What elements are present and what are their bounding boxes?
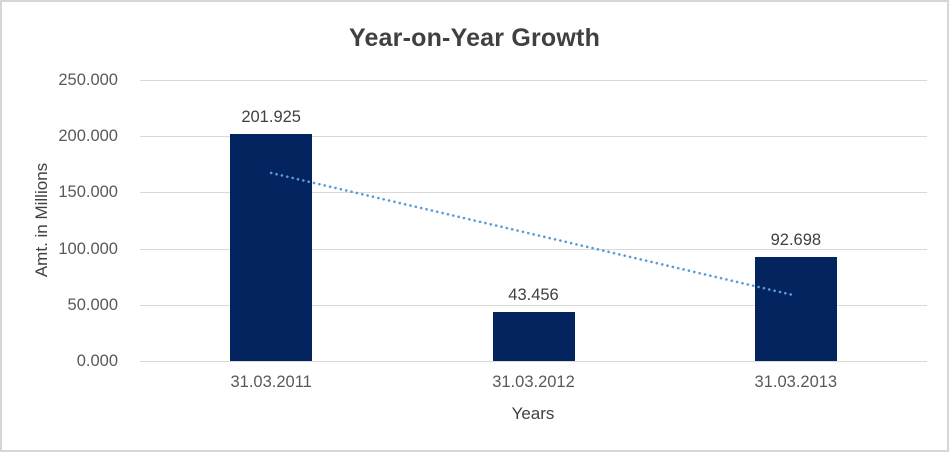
bar-value-label: 43.456	[508, 286, 559, 305]
gridline	[140, 136, 927, 138]
trendline-path	[269, 171, 798, 297]
chart-title: Year-on-Year Growth	[348, 24, 601, 52]
y-axis-tick-label: 150.000	[58, 183, 118, 202]
bar-value-label: 92.698	[770, 230, 822, 249]
x-axis-tick-label: 31.03.2011	[230, 373, 312, 391]
gridline	[140, 80, 927, 81]
y-axis-tick-label: 0.000	[76, 352, 118, 370]
x-axis-tick-label: 31.03.2012	[492, 373, 575, 391]
gridline	[140, 304, 927, 306]
x-axis-title: Years	[511, 404, 555, 423]
bar-value-label: 201.925	[241, 108, 301, 127]
bar[interactable]	[754, 256, 837, 361]
y-axis-tick-label: 50.000	[67, 295, 118, 314]
x-axis-line	[140, 361, 927, 362]
y-axis-tick-label: 250.000	[58, 71, 118, 89]
x-axis-tick-label: 31.03.2013	[754, 373, 838, 391]
bar[interactable]	[230, 134, 313, 361]
y-axis-tick-label: 100.000	[58, 239, 118, 258]
bar[interactable]	[492, 312, 575, 361]
y-axis-tick-label: 200.000	[58, 127, 118, 146]
y-axis-title: Amt. in Millions	[32, 162, 51, 278]
